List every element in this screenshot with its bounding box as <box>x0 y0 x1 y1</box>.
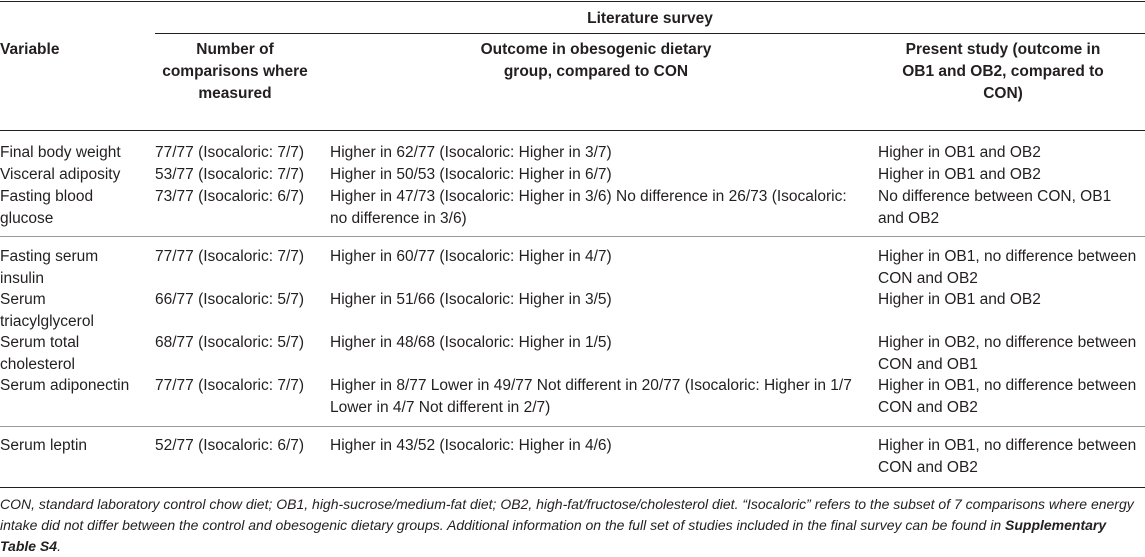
bottom-rule <box>0 487 1145 488</box>
cell-comparisons: 77/77 (Isocaloric: 7/7) <box>155 377 305 394</box>
header-outcome: Outcome in obesogenic dietary group, com… <box>480 41 712 80</box>
cell-variable: Serum triacylglycerol <box>0 291 94 330</box>
cell-present: Higher in OB1, no difference between CON… <box>878 437 1137 476</box>
cell-comparisons: 73/77 (Isocaloric: 6/7) <box>155 188 305 205</box>
cell-comparisons: 52/77 (Isocaloric: 6/7) <box>155 437 305 454</box>
cell-present: Higher in OB1 and OB2 <box>878 144 1041 161</box>
cell-present: Higher in OB1, no difference between CON… <box>878 377 1137 416</box>
cell-outcome: Higher in 8/77 Lower in 49/77 Not differ… <box>330 377 852 416</box>
cell-comparisons: 77/77 (Isocaloric: 7/7) <box>155 248 305 265</box>
header-present-study: Present study (outcome in OB1 and OB2, c… <box>902 41 1104 102</box>
cell-comparisons: 68/77 (Isocaloric: 5/7) <box>155 334 305 351</box>
cell-variable: Serum leptin <box>0 437 88 454</box>
header-literature-survey: Literature survey <box>587 10 713 27</box>
row-rule <box>0 426 1145 427</box>
cell-comparisons: 66/77 (Isocaloric: 5/7) <box>155 291 305 308</box>
cell-outcome: Higher in 51/66 (Isocaloric: Higher in 3… <box>330 291 612 308</box>
cell-outcome: Higher in 60/77 (Isocaloric: Higher in 4… <box>330 248 612 265</box>
cell-outcome: Higher in 43/52 (Isocaloric: Higher in 4… <box>330 437 612 454</box>
cell-present: Higher in OB2, no difference between CON… <box>878 334 1137 373</box>
cell-variable: Serum adiponectin <box>0 377 130 394</box>
cell-present: Higher in OB1, no difference between CON… <box>878 248 1137 287</box>
cell-outcome: Higher in 50/53 (Isocaloric: Higher in 6… <box>330 166 612 183</box>
top-rule <box>0 1 1145 2</box>
cell-variable: Final body weight <box>0 144 121 161</box>
footnote-text: CON, standard laboratory control chow di… <box>0 496 1134 533</box>
cell-outcome: Higher in 47/73 (Isocaloric: Higher in 3… <box>330 188 847 227</box>
cell-present: Higher in OB1 and OB2 <box>878 291 1041 308</box>
header-rule <box>0 130 1145 131</box>
row-rule <box>0 236 1145 237</box>
cell-comparisons: 53/77 (Isocaloric: 7/7) <box>155 166 305 183</box>
table-footnote: CON, standard laboratory control chow di… <box>0 494 1140 557</box>
cell-outcome: Higher in 48/68 (Isocaloric: Higher in 1… <box>330 334 612 351</box>
cell-present: Higher in OB1 and OB2 <box>878 166 1041 183</box>
header-comparisons: Number of comparisons where measured <box>162 41 308 102</box>
cell-variable: Serum total cholesterol <box>0 334 80 373</box>
cell-variable: Fasting blood glucose <box>0 188 94 227</box>
cell-outcome: Higher in 62/77 (Isocaloric: Higher in 3… <box>330 144 612 161</box>
group-rule <box>155 33 1145 34</box>
cell-variable: Fasting serum insulin <box>0 248 99 287</box>
cell-present: No difference between CON, OB1 and OB2 <box>878 188 1112 227</box>
footnote-end: . <box>57 538 61 554</box>
header-variable: Variable <box>0 41 60 58</box>
cell-variable: Visceral adiposity <box>0 166 121 183</box>
cell-comparisons: 77/77 (Isocaloric: 7/7) <box>155 144 305 161</box>
